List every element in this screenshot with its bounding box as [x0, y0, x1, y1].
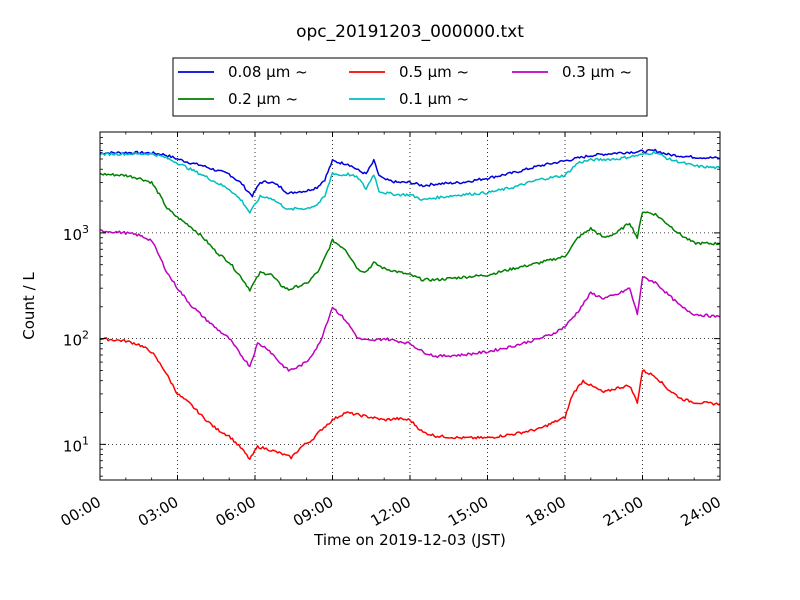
y-tick-label: 102 [63, 329, 89, 350]
y-tick-label: 101 [63, 434, 89, 455]
legend-label: 0.5 µm ~ [399, 63, 469, 81]
y-tick-label: 103 [63, 223, 89, 244]
legend-label: 0.08 µm ~ [228, 63, 308, 81]
x-axis-label: Time on 2019-12-03 (JST) [313, 531, 506, 549]
x-tick-label: 00:00 [58, 493, 104, 530]
legend-label: 0.2 µm ~ [228, 90, 298, 108]
y-tick-label-base: 10 [63, 332, 82, 350]
series-line [99, 172, 721, 292]
legend-label: 0.1 µm ~ [399, 90, 469, 108]
grid [100, 132, 720, 480]
y-tick-label-base: 10 [63, 437, 82, 455]
legend: 0.08 µm ~ 0.2 µm ~ 0.5 µm ~ 0.1 µm ~ 0.3 µm … [172, 57, 648, 117]
series-line [99, 150, 721, 214]
x-tick-label: 09:00 [290, 493, 336, 530]
x-tick-label: 06:00 [213, 493, 259, 530]
x-tick-label: 24:00 [678, 493, 724, 530]
x-tick-label: 18:00 [523, 493, 569, 530]
y-tick-label-base: 10 [63, 226, 82, 244]
legend-box [172, 57, 648, 117]
y-tick-label-exponent: 1 [82, 434, 89, 447]
x-tick-label: 12:00 [368, 493, 414, 530]
x-tick-label: 03:00 [135, 493, 181, 530]
series-lines [99, 148, 721, 460]
series-line [99, 148, 721, 198]
series-line [99, 229, 721, 372]
y-tick-label-exponent: 3 [82, 223, 89, 236]
y-axis-label: Count / L [20, 272, 38, 340]
legend-label: 0.3 µm ~ [562, 63, 632, 81]
chart-title: opc_20191203_000000.txt [296, 22, 524, 42]
y-tick-label-exponent: 2 [82, 329, 89, 342]
series-line [99, 337, 721, 460]
x-tick-label: 21:00 [600, 493, 646, 530]
x-tick-label: 15:00 [445, 493, 491, 530]
